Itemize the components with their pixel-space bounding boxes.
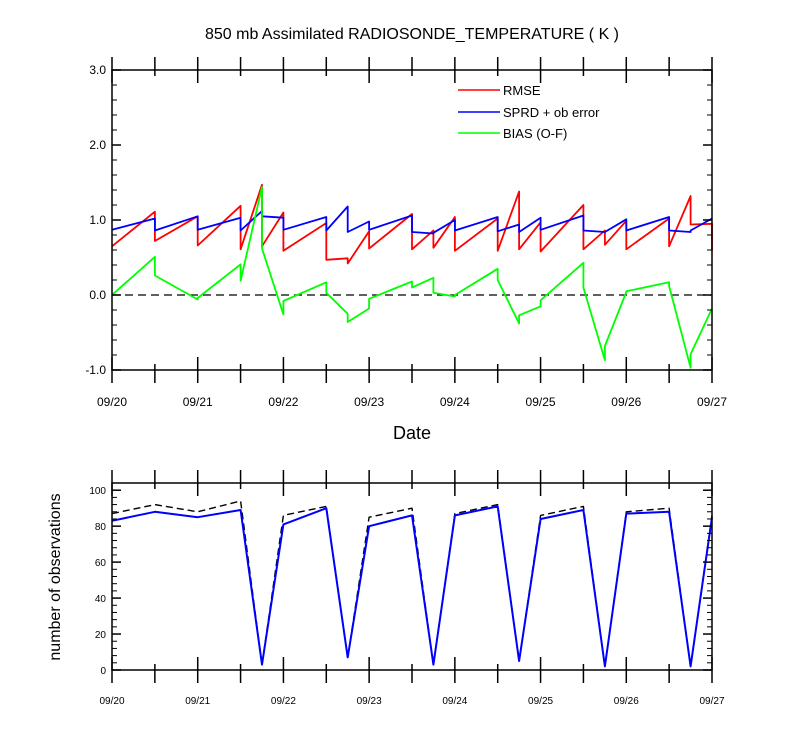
error-x-axis-label: Date bbox=[393, 423, 431, 443]
legend-item-bias: BIAS (O-F) bbox=[458, 126, 567, 141]
x-tick-label: 09/25 bbox=[528, 696, 553, 707]
legend: RMSE SPRD + ob error BIAS (O-F) bbox=[458, 83, 600, 141]
y-tick-label: 2.0 bbox=[89, 138, 106, 152]
y-tick-label: -1.0 bbox=[85, 363, 106, 377]
y-tick-label: 40 bbox=[95, 594, 107, 605]
legend-item-sprd: SPRD + ob error bbox=[458, 105, 600, 120]
x-tick-label: 09/20 bbox=[99, 696, 124, 707]
y-tick-label: 1.0 bbox=[89, 213, 106, 227]
x-tick-label: 09/26 bbox=[611, 395, 641, 409]
x-tick-label: 09/22 bbox=[271, 696, 296, 707]
x-tick-label: 09/27 bbox=[697, 395, 727, 409]
legend-label-bias: BIAS (O-F) bbox=[503, 126, 567, 141]
y-tick-label: 60 bbox=[95, 558, 107, 569]
series-line-sprd-ob-error bbox=[111, 205, 713, 235]
series-line-assimilated bbox=[111, 505, 713, 668]
x-tick-label: 09/25 bbox=[526, 395, 556, 409]
y-tick-label: 80 bbox=[95, 522, 107, 533]
x-tick-label: 09/20 bbox=[97, 395, 127, 409]
x-tick-label: 09/22 bbox=[268, 395, 298, 409]
y-tick-label: 20 bbox=[95, 630, 107, 641]
chart-title: 850 mb Assimilated RADIOSONDE_TEMPERATUR… bbox=[205, 26, 619, 43]
error-plot-frame bbox=[111, 69, 713, 371]
legend-item-rmse: RMSE bbox=[458, 83, 541, 98]
x-tick-label: 09/26 bbox=[614, 696, 639, 707]
series-line-total bbox=[111, 500, 713, 668]
observations-series-group bbox=[111, 500, 713, 668]
x-tick-label: 09/21 bbox=[185, 696, 210, 707]
observations-plot-frame bbox=[111, 482, 713, 671]
y-tick-label: 0.0 bbox=[89, 288, 106, 302]
x-tick-label: 09/23 bbox=[357, 696, 382, 707]
legend-label-sprd: SPRD + ob error bbox=[503, 105, 600, 120]
legend-label-rmse: RMSE bbox=[503, 83, 541, 98]
error-series-group bbox=[111, 183, 713, 369]
x-tick-label: 09/24 bbox=[442, 696, 467, 707]
observations-y-ticks: 0 20 40 60 80 100 bbox=[89, 486, 712, 677]
y-tick-label: 100 bbox=[89, 486, 106, 497]
series-line-bias-o-f bbox=[111, 186, 713, 369]
x-tick-label: 09/27 bbox=[699, 696, 724, 707]
y-tick-label: 0 bbox=[100, 666, 106, 677]
observations-y-axis-label: number of observations bbox=[47, 493, 64, 660]
x-tick-label: 09/21 bbox=[183, 395, 213, 409]
x-tick-label: 09/23 bbox=[354, 395, 384, 409]
observations-x-ticks: 09/20 09/21 09/22 09/23 09/24 09/25 09/26 09/27 bbox=[99, 470, 725, 707]
x-tick-label: 09/24 bbox=[440, 395, 470, 409]
y-tick-label: 3.0 bbox=[89, 63, 106, 77]
error-plot: -1.0 0.0 1.0 2.0 3.0 09/20 09/21 09/22 09/23 09/… bbox=[85, 57, 727, 443]
error-y-ticks: -1.0 0.0 1.0 2.0 3.0 bbox=[85, 63, 712, 377]
